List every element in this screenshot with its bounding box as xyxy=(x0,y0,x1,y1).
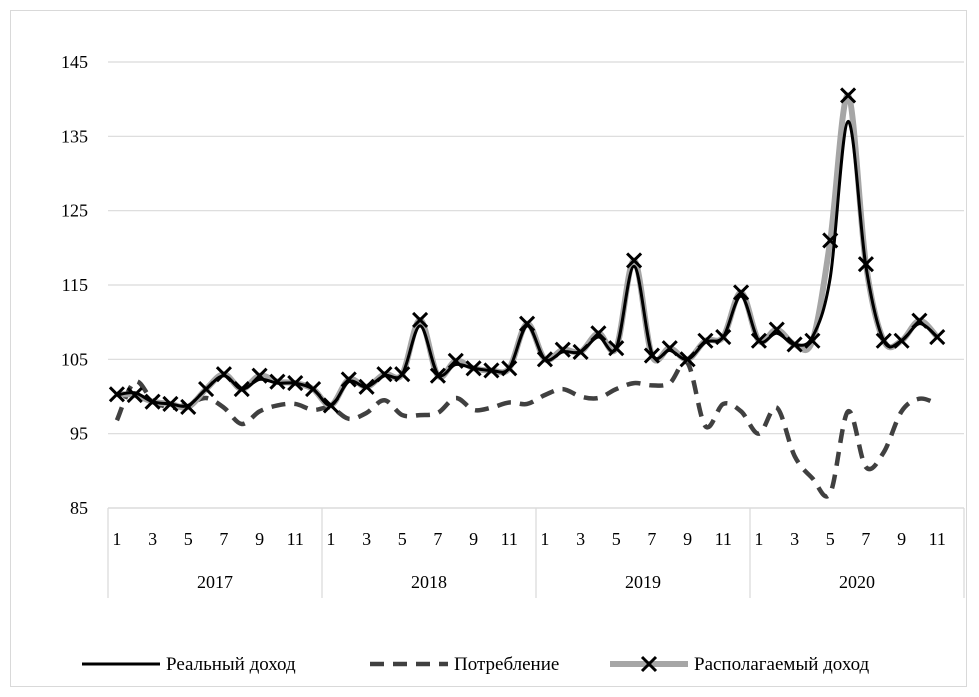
x-tick-label: 7 xyxy=(861,529,870,549)
data-point-marker xyxy=(376,366,393,383)
data-point-marker xyxy=(536,351,553,368)
data-point-marker xyxy=(822,232,839,249)
x-tick-label: 7 xyxy=(433,529,442,549)
data-point-marker xyxy=(215,366,232,383)
x-tick-label: 1 xyxy=(112,529,121,549)
x-tick-label: 3 xyxy=(362,529,371,549)
y-tick-label: 105 xyxy=(61,349,88,369)
data-point-marker xyxy=(554,341,571,358)
data-point-marker xyxy=(857,256,874,273)
y-tick-label: 125 xyxy=(61,201,88,221)
data-point-marker xyxy=(661,340,678,357)
year-label: 2019 xyxy=(625,572,661,592)
data-point-marker xyxy=(322,397,339,414)
data-point-marker xyxy=(251,367,268,384)
data-point-marker xyxy=(804,332,821,349)
x-tick-label: 9 xyxy=(897,529,906,549)
y-tick-label: 115 xyxy=(62,275,88,295)
x-tick-label: 9 xyxy=(469,529,478,549)
x-tick-label: 3 xyxy=(790,529,799,549)
y-tick-label: 95 xyxy=(70,424,88,444)
data-point-marker xyxy=(733,284,750,301)
series-line-1 xyxy=(114,359,939,499)
y-axis-tick-labels: 85 95 105 115 125 135 145 xyxy=(61,52,88,518)
x-tick-label: 11 xyxy=(929,529,946,549)
x-tick-label: 5 xyxy=(612,529,621,549)
x-tick-label: 1 xyxy=(540,529,549,549)
x-tick-label: 7 xyxy=(647,529,656,549)
legend-item: Располагаемый доход xyxy=(610,654,870,675)
series-line-0 xyxy=(116,119,939,408)
y-tick-label: 85 xyxy=(70,498,88,518)
x-tick-label: 1 xyxy=(326,529,335,549)
data-point-marker xyxy=(162,395,179,412)
legend-label: Потребление xyxy=(454,654,559,675)
x-tick-label: 1 xyxy=(754,529,763,549)
x-tick-label: 5 xyxy=(184,529,193,549)
x-tick-label: 5 xyxy=(398,529,407,549)
legend-item: Потребление xyxy=(370,654,559,675)
data-point-marker xyxy=(786,336,803,353)
year-label: 2017 xyxy=(197,572,233,592)
data-point-marker xyxy=(126,386,143,404)
data-point-marker xyxy=(144,393,161,410)
data-point-marker xyxy=(358,378,375,395)
series-markers xyxy=(108,87,946,415)
data-point-marker xyxy=(608,340,625,357)
x-tick-label: 9 xyxy=(255,529,264,549)
data-point-marker xyxy=(750,332,767,349)
data-point-marker xyxy=(465,360,482,377)
x-tick-label: 11 xyxy=(715,529,732,549)
x-tick-label: 11 xyxy=(287,529,304,549)
data-point-marker xyxy=(483,362,500,379)
data-point-marker xyxy=(340,371,357,388)
data-point-marker xyxy=(929,328,946,346)
data-point-marker xyxy=(679,351,696,368)
gridlines xyxy=(108,61,964,509)
data-point-marker xyxy=(572,343,589,360)
data-point-marker xyxy=(911,312,928,329)
data-point-marker xyxy=(180,398,197,415)
data-point-marker xyxy=(590,325,607,342)
y-tick-label: 135 xyxy=(61,126,88,146)
x-tick-label: 5 xyxy=(826,529,835,549)
y-tick-label: 145 xyxy=(61,52,88,72)
data-point-marker xyxy=(501,360,518,377)
x-tick-label: 7 xyxy=(219,529,228,549)
series-layer xyxy=(108,87,946,499)
year-label: 2018 xyxy=(411,572,447,592)
data-point-marker xyxy=(715,328,732,346)
data-point-marker xyxy=(198,381,215,398)
data-point-marker xyxy=(875,332,892,349)
legend-marker xyxy=(640,655,658,673)
data-point-marker xyxy=(840,87,857,104)
series-line-2 xyxy=(116,92,940,411)
x-tick-label: 9 xyxy=(683,529,692,549)
data-point-marker xyxy=(519,315,536,332)
legend-label: Располагаемый доход xyxy=(694,654,870,675)
data-point-marker xyxy=(697,332,714,349)
data-point-marker xyxy=(305,381,322,398)
data-point-marker xyxy=(643,347,660,364)
data-point-marker xyxy=(108,386,125,403)
data-point-marker xyxy=(429,367,446,384)
data-point-marker xyxy=(893,332,910,349)
data-point-marker xyxy=(269,373,286,390)
data-point-marker xyxy=(447,352,464,369)
x-tick-label: 3 xyxy=(576,529,585,549)
x-tick-label: 11 xyxy=(501,529,518,549)
data-point-marker xyxy=(768,321,785,338)
data-point-marker xyxy=(287,375,304,392)
data-point-marker xyxy=(412,311,429,328)
legend-item: Реальный доход xyxy=(82,654,296,675)
data-point-marker xyxy=(394,366,411,383)
year-label: 2020 xyxy=(839,572,875,592)
x-tick-label: 3 xyxy=(148,529,157,549)
data-point-marker xyxy=(233,381,250,398)
legend-label: Реальный доход xyxy=(166,654,296,675)
legend: Реальный доход Потребление Располагаемый д… xyxy=(82,654,870,675)
data-point-marker xyxy=(626,252,643,269)
